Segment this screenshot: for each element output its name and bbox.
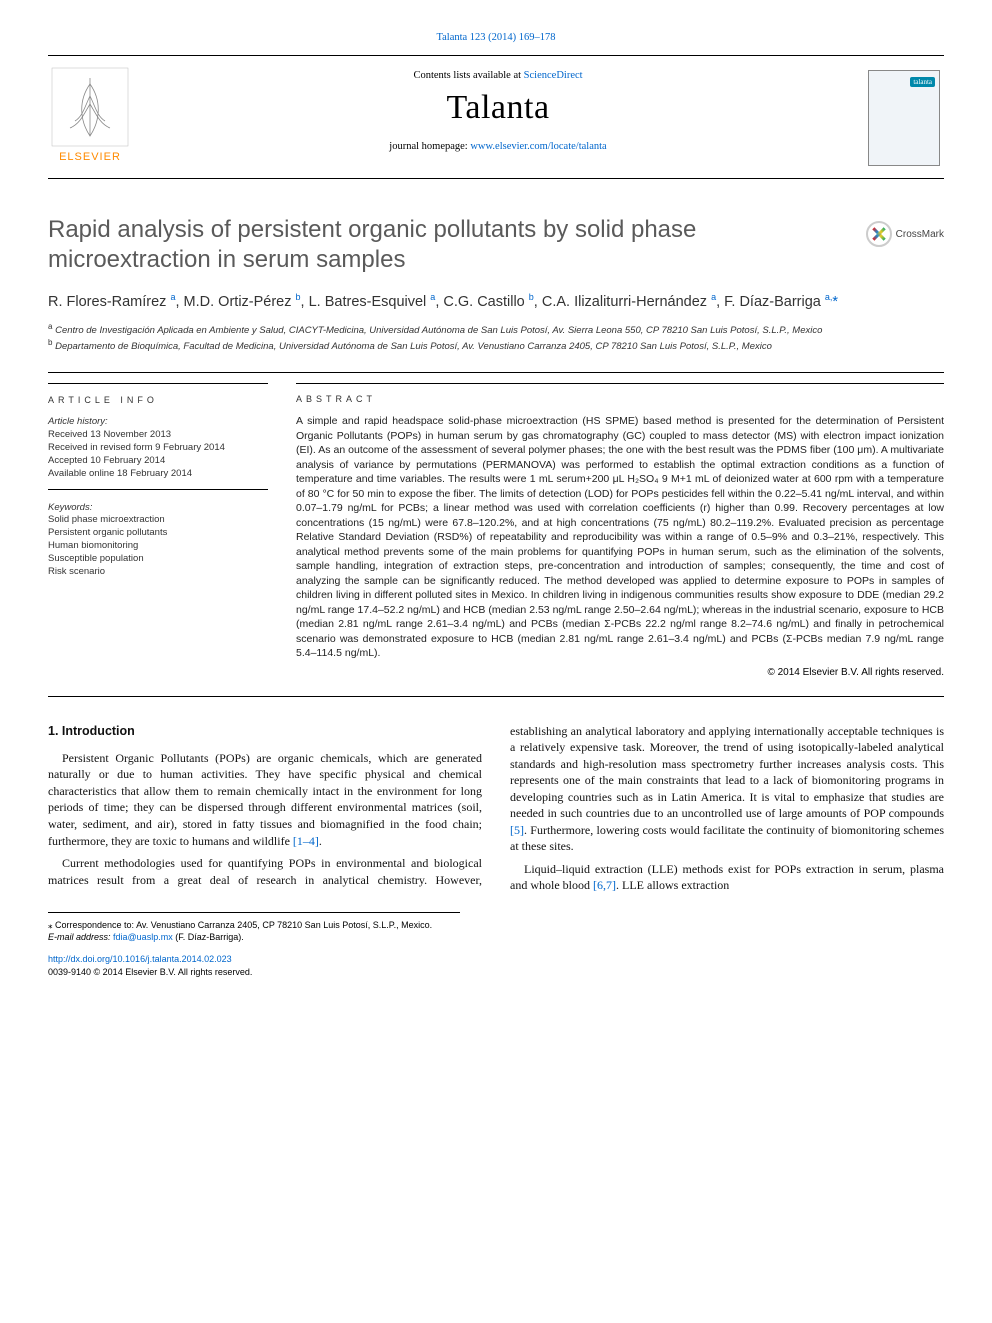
bottom-references: http://dx.doi.org/10.1016/j.talanta.2014… [48, 953, 944, 977]
journal-name: Talanta [140, 89, 856, 127]
journal-header: ELSEVIER Contents lists available at Sci… [48, 55, 944, 179]
contents-line: Contents lists available at ScienceDirec… [140, 70, 856, 81]
homepage-line: journal homepage: www.elsevier.com/locat… [140, 141, 856, 152]
citation-link[interactable]: [6,7] [593, 878, 616, 892]
cover-brand: talanta [910, 77, 935, 87]
author-list: R. Flores-Ramírez a, M.D. Ortiz-Pérez b,… [48, 291, 944, 312]
abstract-heading: ABSTRACT [296, 394, 944, 404]
email-line: E-mail address: fdia@uaslp.mx (F. Díaz-B… [48, 931, 460, 943]
history-accepted: Accepted 10 February 2014 [48, 455, 268, 468]
affiliations: a Centro de Investigación Aplicada en Am… [48, 322, 944, 354]
email-link[interactable]: fdia@uaslp.mx [113, 932, 173, 942]
affiliation-a: a Centro de Investigación Aplicada en Am… [48, 322, 944, 338]
abstract-column: ABSTRACT A simple and rapid headspace so… [296, 383, 944, 677]
homepage-prefix: journal homepage: [389, 141, 470, 152]
article-title: Rapid analysis of persistent organic pol… [48, 215, 828, 275]
keyword: Risk scenario [48, 566, 268, 579]
history-revised: Received in revised form 9 February 2014 [48, 442, 268, 455]
affiliation-b: b Departamento de Bioquímica, Facultad d… [48, 338, 944, 354]
history-online: Available online 18 February 2014 [48, 468, 268, 490]
section-divider [48, 696, 944, 697]
journal-cover-thumb: talanta [864, 66, 944, 170]
article-info-sidebar: ARTICLE INFO Article history: Received 1… [48, 383, 268, 677]
publisher-label: ELSEVIER [59, 151, 121, 163]
keywords-label: Keywords: [48, 502, 268, 515]
publisher-logo: ELSEVIER [48, 66, 132, 170]
abstract-copyright: © 2014 Elsevier B.V. All rights reserved… [296, 667, 944, 678]
section-divider [48, 372, 944, 373]
crossmark-icon [866, 221, 892, 247]
article-info-heading: ARTICLE INFO [48, 394, 268, 406]
keyword: Persistent organic pollutants [48, 527, 268, 540]
sciencedirect-link[interactable]: ScienceDirect [524, 70, 583, 81]
doi-link[interactable]: http://dx.doi.org/10.1016/j.talanta.2014… [48, 954, 232, 964]
contents-prefix: Contents lists available at [413, 70, 523, 81]
correspondence-note: ⁎ Correspondence to: Av. Venustiano Carr… [48, 919, 460, 931]
top-citation-link[interactable]: Talanta 123 (2014) 169–178 [436, 32, 555, 43]
abstract-text: A simple and rapid headspace solid-phase… [296, 414, 944, 660]
intro-p1: Persistent Organic Pollutants (POPs) are… [48, 750, 482, 849]
keyword: Solid phase microextraction [48, 514, 268, 527]
body-columns: 1. Introduction Persistent Organic Pollu… [48, 723, 944, 895]
issn-copyright: 0039-9140 © 2014 Elsevier B.V. All right… [48, 966, 944, 978]
history-label: Article history: [48, 416, 268, 429]
intro-heading: 1. Introduction [48, 723, 482, 740]
footnote-block: ⁎ Correspondence to: Av. Venustiano Carr… [48, 912, 460, 943]
crossmark-label: CrossMark [896, 229, 944, 240]
citation-link[interactable]: [1–4] [293, 834, 319, 848]
history-received: Received 13 November 2013 [48, 429, 268, 442]
homepage-link[interactable]: www.elsevier.com/locate/talanta [470, 141, 606, 152]
citation-link[interactable]: [5] [510, 823, 524, 837]
keyword: Susceptible population [48, 553, 268, 566]
header-center: Contents lists available at ScienceDirec… [132, 66, 864, 170]
crossmark-badge[interactable]: CrossMark [866, 221, 944, 247]
keyword: Human biomonitoring [48, 540, 268, 553]
intro-p3: Liquid–liquid extraction (LLE) methods e… [510, 861, 944, 894]
top-citation: Talanta 123 (2014) 169–178 [48, 32, 944, 43]
